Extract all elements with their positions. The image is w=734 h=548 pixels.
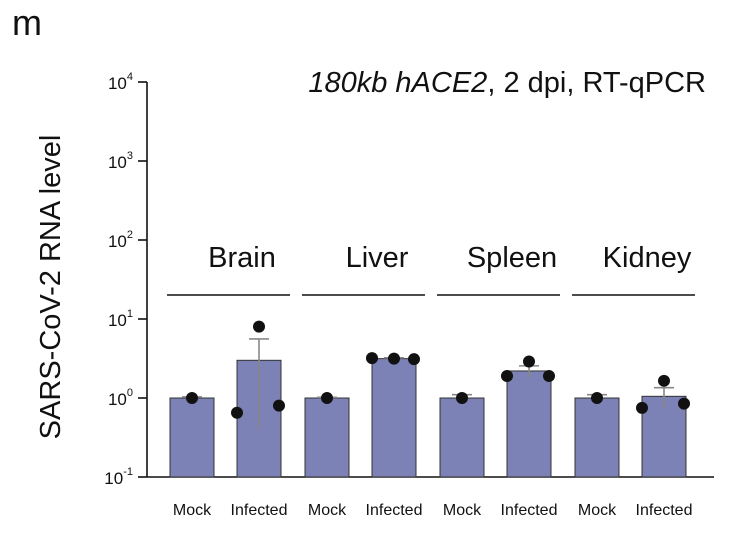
y-tick-label: 10-1 xyxy=(104,466,133,488)
data-point xyxy=(186,392,198,404)
data-point xyxy=(658,374,670,387)
y-tick-exponent: 2 xyxy=(127,229,133,241)
category-labels-layer: Mock Infected Mock Infected Mock Infected Mock… xyxy=(173,502,693,519)
category-label-mock: Mock xyxy=(308,502,347,519)
category-label-infected: Infected xyxy=(636,502,693,519)
y-tick-exponent: 1 xyxy=(127,308,133,320)
data-point xyxy=(501,369,513,382)
data-point xyxy=(388,352,400,365)
y-tick-base: 10 xyxy=(104,469,123,488)
bar-brain-mock xyxy=(169,397,215,478)
data-point xyxy=(523,355,535,368)
bar-spleen-mock xyxy=(439,397,485,478)
bar-spleen-infected xyxy=(506,370,552,478)
y-axis-label: SARS-CoV-2 RNA level xyxy=(35,135,67,440)
data-point xyxy=(543,369,555,382)
category-label-mock: Mock xyxy=(173,502,212,519)
bars-layer xyxy=(169,358,687,478)
group-label-kidney: Kidney xyxy=(603,242,692,274)
data-points-layer xyxy=(186,320,690,419)
chart-title: 180kb hACE2, 2 dpi, RT-qPCR xyxy=(308,67,706,99)
category-label-infected: Infected xyxy=(366,502,423,519)
group-label-brain: Brain xyxy=(208,242,276,274)
y-tick-label: 104 xyxy=(108,71,133,93)
data-point xyxy=(253,320,265,333)
category-label-infected: Infected xyxy=(231,502,288,519)
y-tick-exponent: 0 xyxy=(127,387,133,399)
y-tick-label: 103 xyxy=(108,150,133,172)
category-label-infected: Infected xyxy=(501,502,558,519)
group-label-liver: Liver xyxy=(346,242,409,274)
y-tick-label: 101 xyxy=(108,308,133,330)
bar-liver-mock xyxy=(304,397,350,478)
data-point xyxy=(321,392,333,404)
bar-liver-infected xyxy=(371,358,417,478)
y-tick-base: 10 xyxy=(108,390,127,409)
data-point xyxy=(636,401,648,414)
category-label-mock: Mock xyxy=(443,502,482,519)
y-tick-exponent: -1 xyxy=(123,466,133,478)
bar-kidney-mock xyxy=(574,397,620,478)
y-tick-label: 102 xyxy=(108,229,133,251)
bar-kidney-infected xyxy=(641,395,687,478)
title-part-1: , 2 dpi, RT-qPCR xyxy=(487,67,706,99)
title-part-0: 180kb hACE2 xyxy=(308,67,487,99)
panel-label: m xyxy=(12,2,42,43)
data-point xyxy=(408,353,420,366)
data-point xyxy=(273,399,285,412)
y-tick-base: 10 xyxy=(108,232,127,251)
y-tick-label: 100 xyxy=(108,387,133,409)
data-point xyxy=(366,352,378,365)
category-label-mock: Mock xyxy=(578,502,617,519)
group-label-spleen: Spleen xyxy=(467,242,557,274)
data-point xyxy=(456,392,468,404)
data-point xyxy=(231,406,243,419)
y-tick-exponent: 4 xyxy=(127,71,133,83)
y-tick-base: 10 xyxy=(108,311,127,330)
y-tick-base: 10 xyxy=(108,74,127,93)
data-point xyxy=(678,397,690,410)
group-labels-layer: Brain Liver Spleen Kidney xyxy=(167,242,695,296)
data-point xyxy=(591,392,603,404)
y-tick-exponent: 3 xyxy=(127,150,133,162)
y-tick-base: 10 xyxy=(108,153,127,172)
